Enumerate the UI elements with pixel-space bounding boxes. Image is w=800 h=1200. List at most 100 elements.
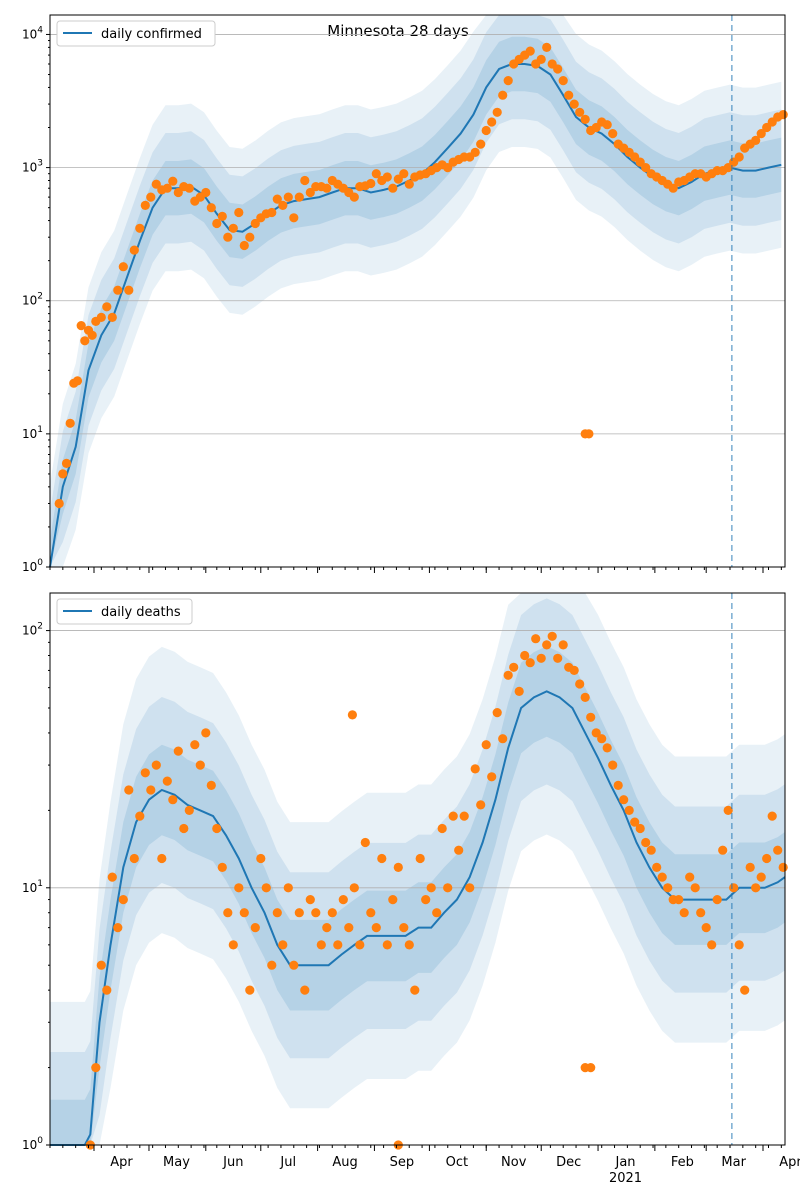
confirmed-point bbox=[778, 110, 788, 120]
x-month-label: May bbox=[163, 1155, 190, 1170]
deaths-point bbox=[228, 940, 238, 950]
deaths-point bbox=[124, 785, 134, 795]
deaths-point bbox=[443, 883, 453, 893]
deaths-point bbox=[360, 837, 370, 848]
x-month-label: Apr bbox=[110, 1155, 133, 1170]
confirmed-point bbox=[72, 376, 83, 386]
deaths-point bbox=[591, 728, 601, 738]
deaths-point bbox=[542, 640, 552, 650]
deaths-point bbox=[327, 908, 337, 918]
deaths-point bbox=[690, 883, 700, 893]
deaths-point bbox=[756, 872, 766, 882]
deaths-point bbox=[586, 712, 596, 722]
deaths-point bbox=[333, 940, 343, 950]
confirmed-legend-label: daily confirmed bbox=[101, 27, 202, 42]
confirmed-legend-box bbox=[56, 20, 216, 47]
deaths-point bbox=[399, 923, 409, 933]
confirmed-point bbox=[382, 172, 392, 182]
deaths-point bbox=[740, 985, 750, 995]
deaths-point bbox=[778, 862, 788, 873]
confirmed-point bbox=[322, 183, 332, 193]
confirmed-point bbox=[250, 218, 260, 229]
deaths-point bbox=[102, 985, 112, 995]
confirmed-point bbox=[580, 114, 590, 124]
deaths-legend: daily deaths bbox=[56, 598, 193, 625]
deaths-point bbox=[382, 940, 392, 950]
deaths-point bbox=[635, 823, 645, 834]
deaths-point bbox=[195, 760, 205, 770]
deaths-point bbox=[707, 940, 717, 950]
confirmed-point bbox=[584, 429, 594, 439]
confirmed-point bbox=[217, 211, 227, 221]
confirmed-x-ticks bbox=[49, 567, 782, 573]
confirmed-point bbox=[487, 117, 497, 127]
deaths-point bbox=[426, 883, 436, 893]
confirmed-point bbox=[107, 312, 117, 322]
deaths-point bbox=[201, 728, 211, 738]
confirmed-point bbox=[228, 223, 238, 233]
deaths-point bbox=[509, 662, 519, 672]
confirmed-point bbox=[151, 179, 161, 189]
confirmed-point bbox=[641, 163, 651, 173]
deaths-point bbox=[322, 923, 332, 933]
deaths-point bbox=[135, 811, 145, 821]
confirmed-point bbox=[162, 183, 172, 193]
confirmed-point bbox=[267, 207, 277, 218]
confirmed-point bbox=[542, 42, 552, 53]
deaths-legend-box bbox=[56, 598, 193, 625]
confirmed-point bbox=[102, 302, 112, 312]
x-month-label: Jul bbox=[279, 1155, 296, 1170]
deaths-point bbox=[388, 895, 398, 905]
deaths-point bbox=[146, 785, 156, 795]
confirmed-point bbox=[751, 135, 761, 145]
deaths-point bbox=[767, 811, 777, 821]
deaths-point bbox=[366, 908, 376, 918]
deaths-point bbox=[118, 895, 128, 905]
confirmed-point bbox=[470, 147, 480, 157]
deaths-point bbox=[355, 940, 365, 950]
confirmed-point bbox=[558, 76, 568, 86]
deaths-point bbox=[773, 845, 783, 855]
deaths-point bbox=[184, 805, 194, 816]
confirmed-point bbox=[404, 179, 414, 189]
x-month-label: Oct bbox=[446, 1155, 468, 1170]
confirmed-point bbox=[366, 178, 376, 189]
confirmed-point bbox=[80, 336, 90, 346]
deaths-point bbox=[261, 883, 271, 893]
x-month-label: Mar bbox=[721, 1155, 746, 1170]
deaths-point bbox=[256, 853, 266, 864]
x-year-label: 2021 bbox=[609, 1171, 642, 1186]
deaths-point bbox=[157, 853, 167, 864]
confirmed-point bbox=[536, 54, 546, 64]
x-month-label: Sep bbox=[390, 1155, 415, 1170]
confirmed-point bbox=[734, 152, 744, 162]
deaths-band-0 bbox=[50, 593, 785, 1145]
deaths-axes-frame bbox=[49, 592, 786, 1146]
deaths-point bbox=[234, 883, 244, 893]
deaths-point bbox=[289, 960, 299, 970]
deaths-point bbox=[613, 780, 623, 791]
deaths-point bbox=[96, 960, 106, 970]
deaths-point bbox=[140, 768, 150, 778]
deaths-point bbox=[311, 908, 321, 918]
confirmed-axes-frame bbox=[49, 14, 786, 568]
deaths-point bbox=[663, 883, 673, 893]
deaths-point bbox=[630, 817, 640, 827]
deaths-point bbox=[267, 960, 277, 970]
deaths-point bbox=[751, 883, 761, 893]
deaths-legend-label: daily deaths bbox=[101, 605, 181, 620]
deaths-point bbox=[525, 658, 535, 668]
deaths-point bbox=[679, 908, 689, 918]
confirmed-point bbox=[212, 218, 222, 229]
deaths-point bbox=[294, 908, 304, 918]
deaths-point bbox=[179, 823, 189, 834]
deaths-band-2 bbox=[50, 646, 785, 1145]
deaths-point bbox=[448, 811, 458, 821]
x-month-label: Jan bbox=[615, 1155, 636, 1170]
deaths-point bbox=[718, 845, 728, 855]
confirmed-point bbox=[58, 469, 68, 479]
confirmed-confidence-bands bbox=[50, 15, 782, 568]
confirmed-point bbox=[388, 183, 398, 193]
deaths-point bbox=[641, 837, 651, 848]
deaths-point bbox=[608, 760, 618, 770]
